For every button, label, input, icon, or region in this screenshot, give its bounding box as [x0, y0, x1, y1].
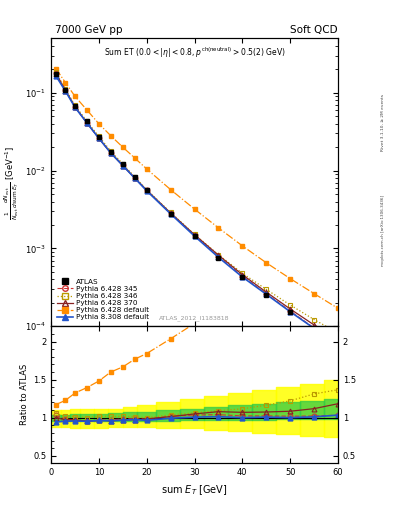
Legend: ATLAS, Pythia 6.428 345, Pythia 6.428 346, Pythia 6.428 370, Pythia 6.428 defaul: ATLAS, Pythia 6.428 345, Pythia 6.428 34… [55, 276, 151, 323]
Text: ATLAS_2012_I1183818: ATLAS_2012_I1183818 [159, 315, 230, 321]
Y-axis label: Ratio to ATLAS: Ratio to ATLAS [20, 364, 29, 425]
Y-axis label: $\frac{1}{N_\mathrm{evt}}\frac{dN_\mathrm{evt}}{d\,\mathrm{sum}\,E_T}$ [GeV$^{-1: $\frac{1}{N_\mathrm{evt}}\frac{dN_\mathr… [2, 145, 21, 220]
Text: Sum ET ($0.0 < |\eta| < 0.8$, $p^{\rm ch(neutral)} > 0.5(2)$ GeV): Sum ET ($0.0 < |\eta| < 0.8$, $p^{\rm ch… [104, 46, 285, 60]
Text: mcplots.cern.ch [arXiv:1306.3436]: mcplots.cern.ch [arXiv:1306.3436] [381, 195, 385, 266]
X-axis label: sum $E_T$ [GeV]: sum $E_T$ [GeV] [161, 483, 228, 497]
Text: Soft QCD: Soft QCD [290, 25, 338, 35]
Text: Rivet 3.1.10, ≥ 2M events: Rivet 3.1.10, ≥ 2M events [381, 94, 385, 152]
Text: 7000 GeV pp: 7000 GeV pp [55, 25, 123, 35]
